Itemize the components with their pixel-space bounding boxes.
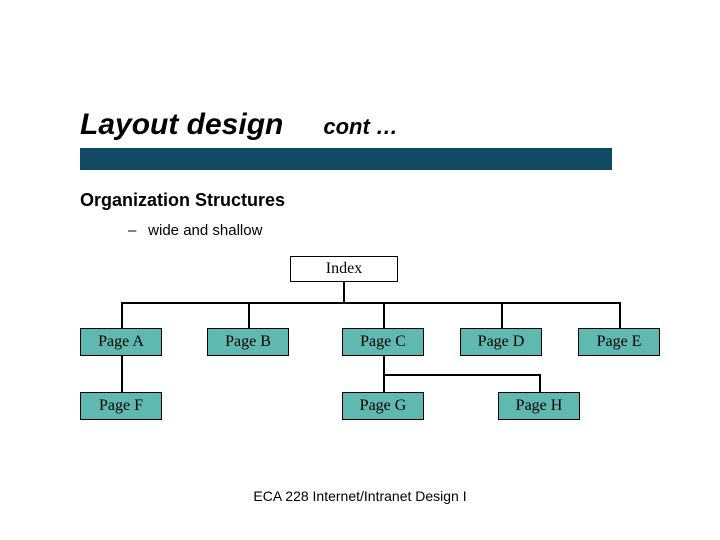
tree-node-row1-2: Page C: [342, 328, 424, 356]
tree-node-row1-4: Page E: [578, 328, 660, 356]
title-main: Layout design: [80, 108, 283, 142]
connector-line-0: [343, 282, 345, 302]
tree-node-row1-3: Page D: [460, 328, 542, 356]
org-tree-diagram: IndexPage APage BPage CPage DPage EPage …: [80, 256, 640, 446]
footer-text: ECA 228 Internet/Intranet Design I: [0, 488, 720, 504]
tree-node-row2-2: Page H: [498, 392, 580, 420]
tree-node-row1-0: Page A: [80, 328, 162, 356]
tree-node-row1-1: Page B: [207, 328, 289, 356]
connector-line-5: [501, 302, 503, 328]
connector-line-1: [121, 302, 619, 304]
tree-node-row2-0: Page F: [80, 392, 162, 420]
bullet-dash: –: [128, 222, 144, 239]
connector-line-2: [121, 302, 123, 328]
bullet-row: – wide and shallow: [128, 222, 262, 239]
bullet-text: wide and shallow: [148, 222, 262, 239]
connector-line-6: [619, 302, 621, 328]
connector-line-10: [383, 374, 385, 392]
subtitle: Organization Structures: [80, 190, 285, 211]
connector-line-4: [383, 302, 385, 328]
title-bar: [80, 148, 612, 170]
title-cont: cont …: [323, 114, 398, 140]
connector-line-8: [383, 356, 385, 374]
connector-line-9: [383, 374, 540, 376]
connector-line-3: [248, 302, 250, 328]
connector-line-7: [121, 356, 123, 392]
connector-line-11: [539, 374, 541, 392]
tree-node-index: Index: [290, 256, 398, 282]
tree-node-row2-1: Page G: [342, 392, 424, 420]
title-row: Layout design cont …: [80, 108, 398, 142]
